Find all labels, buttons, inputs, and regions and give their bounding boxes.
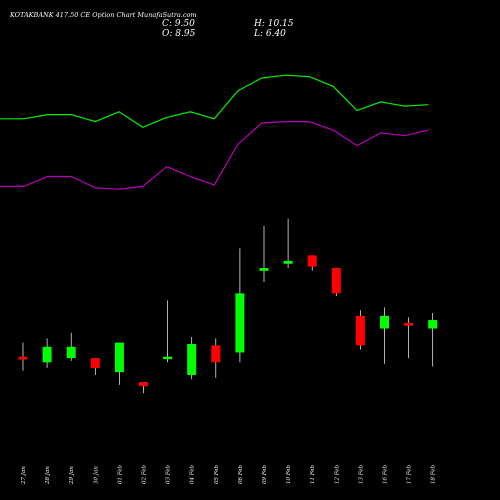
lower-band-line (0, 120, 429, 190)
low-value: L: 6.40 (254, 29, 286, 39)
candle (90, 358, 100, 375)
high-value: H: 10.15 (254, 19, 294, 29)
candle-body (42, 346, 52, 363)
candle-body (331, 268, 341, 294)
x-tick-label: 03 Feb (166, 464, 172, 484)
candle-body (355, 315, 365, 346)
candle (42, 338, 52, 368)
x-tick-label: 02 Feb (142, 464, 148, 484)
x-tick-label: 13 Feb (358, 464, 364, 484)
candle-body (259, 268, 269, 271)
candle (139, 382, 148, 394)
candle-body (114, 342, 124, 373)
candle (355, 310, 365, 350)
x-tick-label: 05 Feb (214, 464, 220, 484)
candle (380, 307, 389, 364)
candle (114, 342, 124, 385)
candle (66, 332, 76, 361)
x-axis-labels: 27 Jan 28 Jan 29 Jan 30 Jan 01 Feb 02 Feb 03 F… (21, 464, 437, 485)
candle (428, 313, 438, 367)
candle (235, 248, 245, 363)
x-tick-label: 18 Feb (431, 464, 437, 484)
candle-body (139, 382, 148, 387)
x-tick-label: 27 Jan (21, 466, 27, 485)
candle-body (283, 260, 293, 264)
x-tick-label: 16 Feb (383, 464, 389, 484)
x-tick-label: 09 Feb (262, 464, 268, 484)
close-value: C: 9.50 (162, 19, 195, 29)
candles (18, 218, 438, 394)
chart-title: KOTAKBANK 417.50 CE Option Chart MunafaS… (10, 11, 197, 19)
candle-body (428, 320, 438, 329)
x-tick-label: 04 Feb (190, 464, 196, 484)
open-value: O: 8.95 (162, 29, 196, 39)
candle-body (90, 358, 100, 368)
candle (211, 338, 221, 378)
candle (187, 336, 197, 380)
candle-body (163, 356, 173, 360)
candle-body (380, 315, 389, 329)
x-tick-label: 01 Feb (117, 464, 123, 484)
candle (331, 268, 341, 297)
x-tick-label: 30 Jan (93, 466, 99, 484)
candle (307, 255, 317, 271)
x-tick-label: 10 Feb (286, 464, 292, 484)
x-tick-label: 17 Feb (407, 464, 413, 484)
x-tick-label: 12 Feb (334, 464, 340, 484)
candle-body (211, 345, 221, 363)
upper-band-line (0, 74, 429, 128)
candle-body (18, 356, 28, 360)
x-tick-label: 28 Jan (45, 466, 51, 485)
x-tick-label: 29 Jan (69, 466, 75, 485)
candle (18, 342, 28, 371)
candle (259, 225, 269, 283)
x-tick-label: 06 Feb (238, 464, 244, 484)
band-lines (0, 74, 429, 190)
candle-body (66, 346, 76, 359)
candle-body (307, 255, 317, 267)
candle (163, 300, 173, 363)
candle (283, 218, 293, 268)
candle (404, 317, 414, 359)
candle-body (235, 293, 245, 353)
candle-body (187, 344, 197, 375)
candle-body (404, 322, 414, 326)
x-tick-label: 11 Feb (310, 464, 316, 484)
